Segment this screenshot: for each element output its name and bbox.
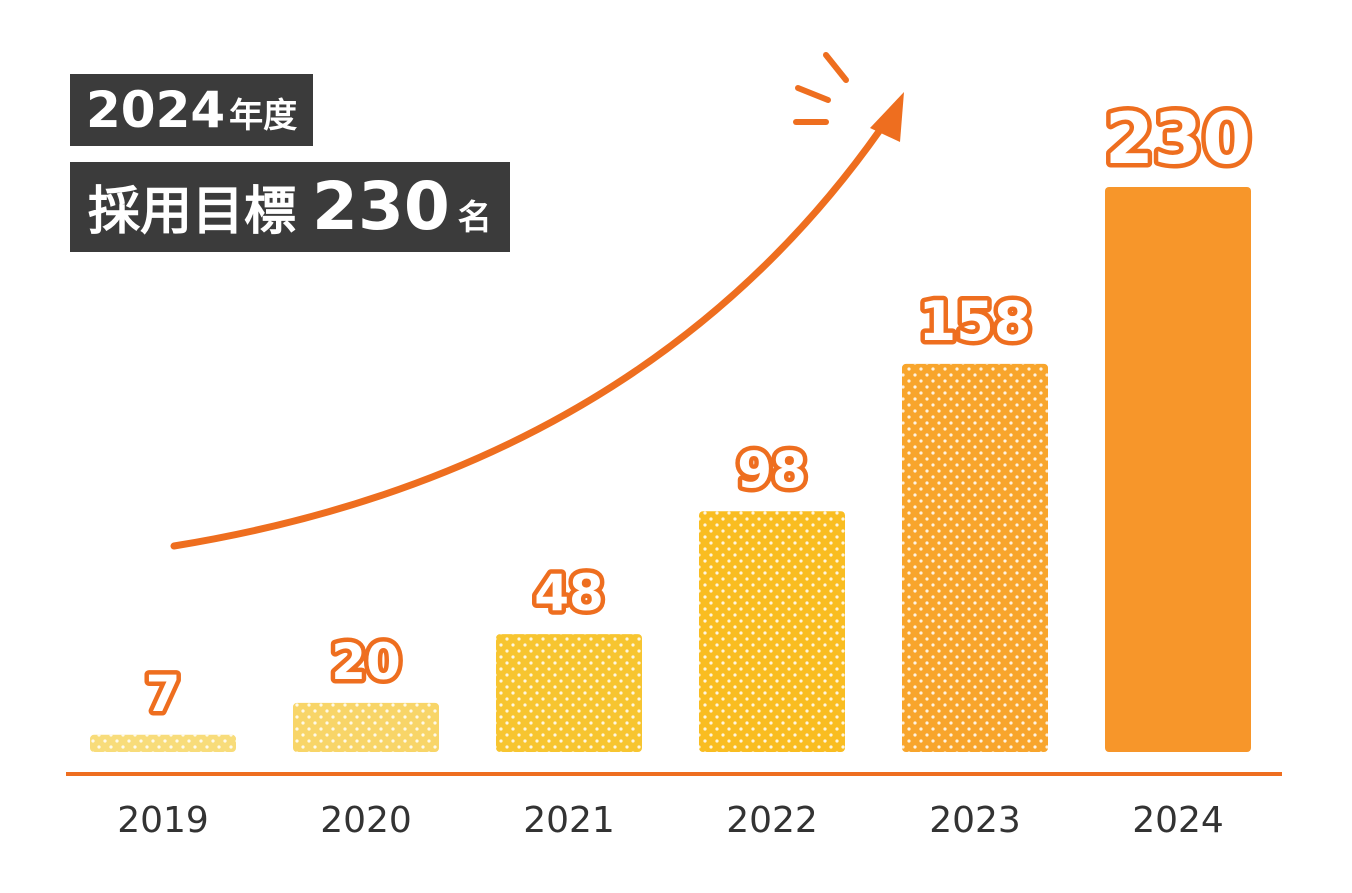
year-badge: 2024 年度 [70,74,314,146]
value-label-2020: 20 [331,633,401,691]
goal-label: 採用目標 [88,182,297,242]
value-label-2024: 230 [1105,98,1251,180]
goal-value: 230 [312,168,450,245]
bar-pattern-2022 [699,511,845,752]
year-label: 2024 [86,81,226,139]
bar-pattern-2020 [293,702,439,752]
x-tick-label-2024: 2024 [1132,800,1224,841]
value-label-2022: 98 [737,441,807,499]
bar-pattern-2019 [90,734,236,752]
x-tick-label-2019: 2019 [117,800,209,841]
trend-arrow [170,52,904,550]
bar-pattern-2023 [902,363,1048,752]
year-suffix: 年度 [229,96,298,136]
bar-2024 [1105,187,1251,752]
x-tick-label-2023: 2023 [929,800,1021,841]
goal-badge: 採用目標 230 名 [70,162,510,252]
x-tick-label-2021: 2021 [523,800,615,841]
goal-unit: 名 [457,198,492,238]
x-tick-label-2022: 2022 [726,800,818,841]
bar-pattern-2021 [496,634,642,752]
x-tick-label-2020: 2020 [320,800,412,841]
value-label-2023: 158 [919,290,1032,353]
value-label-2021: 48 [534,564,604,622]
value-label-2019: 7 [146,665,181,723]
